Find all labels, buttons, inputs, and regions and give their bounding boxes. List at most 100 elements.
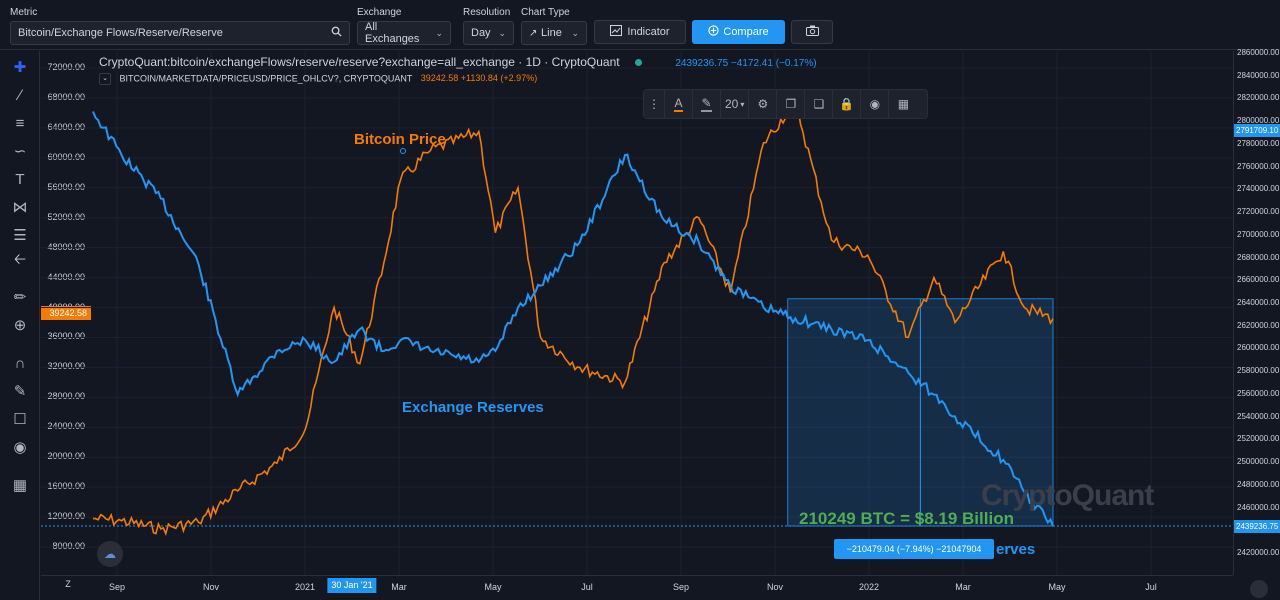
pencil-icon[interactable]: ✎ xyxy=(693,89,721,119)
top-bar: Metric Bitcoin/Exchange Flows/Reserve/Re… xyxy=(0,0,1280,50)
ruler-icon[interactable]: ✏ xyxy=(13,289,27,306)
chart-area[interactable]: CryptoQuant:bitcoin/exchangeFlows/reserv… xyxy=(41,51,1233,575)
chevron-down-icon: ⌄ xyxy=(435,27,443,38)
unlock-icon[interactable]: ☐ xyxy=(13,411,27,428)
eye-icon[interactable]: ◉ xyxy=(13,439,27,456)
right-axis-tick: 2700000.00 xyxy=(1237,229,1280,239)
plus-circle-icon xyxy=(708,25,720,39)
zoom-in-icon[interactable]: ⊕ xyxy=(13,317,27,334)
delete-trash-icon[interactable]: ▦ xyxy=(897,97,910,111)
right-axis-tick: 2580000.00 xyxy=(1237,366,1280,376)
resolution-group: Resolution Day ⌄ xyxy=(463,6,514,45)
series1-legend: CryptoQuant:bitcoin/exchangeFlows/reserv… xyxy=(99,55,817,69)
charttype-select[interactable]: ↗ Line ⌄ xyxy=(521,21,587,45)
bitcoin-price-annotation[interactable]: Bitcoin Price xyxy=(354,131,446,148)
btc-change-annotation[interactable]: 210249 BTC = $8.19 Billion xyxy=(799,509,1014,528)
lock-draw-icon[interactable]: ✎ xyxy=(13,383,27,400)
left-axis-tick: 68000.00 xyxy=(47,91,85,102)
right-axis-tick: 2660000.00 xyxy=(1237,275,1280,285)
chart-canvas[interactable] xyxy=(41,51,1233,575)
left-axis-tick: 36000.00 xyxy=(47,331,85,342)
magnet-icon[interactable]: ∩ xyxy=(14,354,26,372)
text-color-icon[interactable]: A xyxy=(665,89,693,119)
font-size-select[interactable]: 20 ▾ xyxy=(721,89,750,119)
right-axis-tick: 2740000.00 xyxy=(1237,184,1280,194)
price-series-line xyxy=(93,100,1054,536)
right-axis-tick: 2560000.00 xyxy=(1237,388,1280,398)
reserve-series-line xyxy=(92,111,1054,527)
arrow-left-icon[interactable]: 🡠 xyxy=(13,250,27,268)
compare-button[interactable]: Compare xyxy=(692,20,785,44)
screenshot-button[interactable] xyxy=(791,20,833,44)
exchange-reserves-annotation-2[interactable]: erves xyxy=(996,541,1036,558)
annotation-anchor-dot xyxy=(400,148,406,154)
time-axis-tick: 2021 xyxy=(294,582,316,592)
trash-icon[interactable]: ▦ xyxy=(12,477,28,494)
layers-icon[interactable]: ❐ xyxy=(777,89,806,119)
status-dot-icon xyxy=(634,59,642,67)
time-axis-tick: Sep xyxy=(108,582,126,592)
left-axis-tick: 12000.00 xyxy=(47,511,85,522)
chevron-down-icon: ⌄ xyxy=(498,27,506,38)
left-axis-tick: 52000.00 xyxy=(47,211,85,222)
time-axis-tick: 2022 xyxy=(858,582,880,592)
time-axis-tick: May xyxy=(484,582,502,592)
right-badge-top: 2791709.10 xyxy=(1234,124,1280,137)
zoom-reset-button[interactable]: Z xyxy=(65,579,71,589)
left-price-badge: 39242.58 xyxy=(41,306,91,321)
collapse-chevron-icon[interactable]: ⌄ xyxy=(99,73,111,85)
series2-legend: ⌄ BITCOIN/MARKETDATA/PRICEUSD/PRICE_OHLC… xyxy=(99,73,537,85)
time-axis-tick: Nov xyxy=(202,582,220,592)
series1-value: 2439236.75 −4172.41 (−0.17%) xyxy=(675,58,817,69)
watermark-logo: CryptoQuant xyxy=(981,479,1154,512)
cryptoquant-logo-icon: ☁ xyxy=(97,541,123,567)
left-toolbar: ✚ ∕ ≡ ∽ T ⋈ ☰ 🡠 ✏ ⊕ ∩ ✎ ☐ ◉ ▦ xyxy=(0,51,40,600)
clone-icon[interactable]: ❏ xyxy=(805,89,834,119)
left-axis-tick: 64000.00 xyxy=(47,121,85,132)
right-price-axis: 2860000.00 2840000.00 2820000.00 2800000.00… xyxy=(1233,48,1280,575)
left-axis-tick: 8000.00 xyxy=(52,541,85,551)
series2-title: BITCOIN/MARKETDATA/PRICEUSD/PRICE_OHLCV?… xyxy=(119,73,413,84)
resolution-value: Day xyxy=(471,27,491,39)
fib-icon[interactable]: ≡ xyxy=(15,114,25,132)
chevron-down-icon: ⌄ xyxy=(571,27,579,38)
exchange-select[interactable]: All Exchanges ⌄ xyxy=(357,21,451,45)
left-axis-tick: 72000.00 xyxy=(47,62,85,72)
exchange-reserves-annotation[interactable]: Exchange Reserves xyxy=(402,399,544,416)
right-axis-tick: 2500000.00 xyxy=(1237,457,1280,467)
settings-gear-icon[interactable]: ⚙ xyxy=(749,89,778,119)
settings-corner-icon[interactable] xyxy=(1250,580,1268,598)
metric-select[interactable]: Bitcoin/Exchange Flows/Reserve/Reserve xyxy=(10,21,350,45)
trend-line-icon[interactable]: ∕ xyxy=(18,86,22,104)
indicator-button[interactable]: Indicator xyxy=(594,20,686,44)
time-axis-tick: Mar xyxy=(391,582,407,592)
text-icon[interactable]: T xyxy=(15,170,25,188)
right-axis-tick: 2780000.00 xyxy=(1237,138,1280,148)
right-axis-tick: 2840000.00 xyxy=(1237,70,1280,80)
search-icon xyxy=(331,26,342,40)
crosshair-icon[interactable]: ✚ xyxy=(13,59,27,76)
measure-lines-icon[interactable]: ☰ xyxy=(13,227,27,244)
right-axis-tick: 2860000.00 xyxy=(1237,48,1280,57)
time-axis-tick: May xyxy=(1048,582,1066,592)
metric-value: Bitcoin/Exchange Flows/Reserve/Reserve xyxy=(18,27,223,39)
right-badge-current: 2439236.75 xyxy=(1234,520,1280,534)
drawing-toolbar: ⋮ A ✎ 20 ▾ ⚙ ❐ ❏ 🔒 ◉ ▦ xyxy=(643,89,928,119)
drag-handle-icon[interactable]: ⋮ xyxy=(644,89,665,119)
left-axis-tick: 56000.00 xyxy=(47,181,85,192)
left-price-axis: 72000.00 68000.00 64000.00 60000.00 56000.00… xyxy=(41,51,91,575)
charttype-group: Chart Type ↗ Line ⌄ xyxy=(521,6,587,45)
exchange-label: Exchange xyxy=(357,7,402,18)
right-axis-tick: 2520000.00 xyxy=(1237,434,1280,444)
camera-icon xyxy=(805,25,819,39)
resolution-label: Resolution xyxy=(463,7,511,18)
time-axis-tick: Nov xyxy=(766,582,784,592)
resolution-select[interactable]: Day ⌄ xyxy=(463,21,514,45)
time-axis-tick: Mar xyxy=(955,582,971,592)
pattern-icon[interactable]: ⋈ xyxy=(12,199,28,216)
time-axis-tick: Sep xyxy=(672,582,690,592)
visibility-eye-icon[interactable]: ◉ xyxy=(861,89,890,119)
compare-label: Compare xyxy=(723,26,769,38)
brush-icon[interactable]: ∽ xyxy=(13,143,27,160)
lock-icon[interactable]: 🔒 xyxy=(833,89,862,119)
